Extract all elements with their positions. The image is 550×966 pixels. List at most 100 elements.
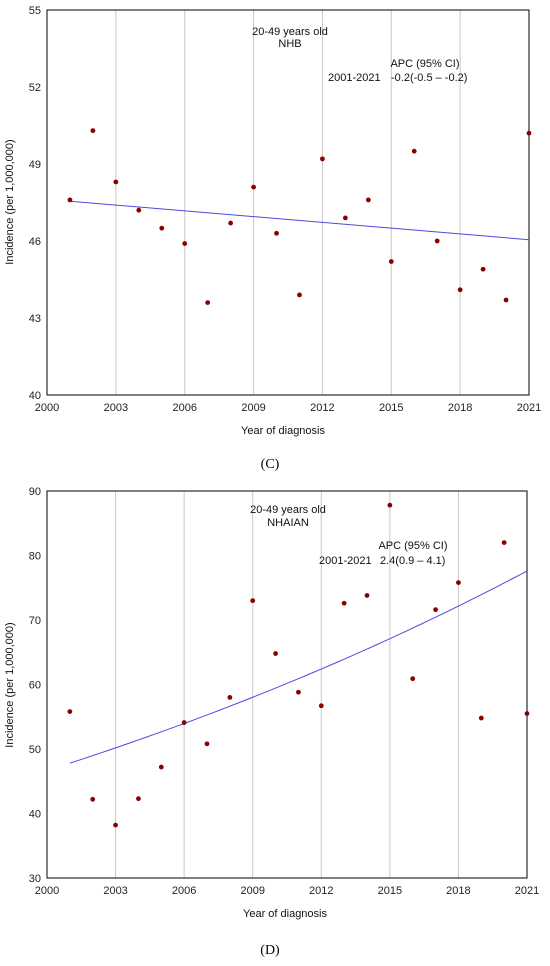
- data-point: [456, 580, 461, 585]
- trend-line: [69, 570, 528, 764]
- data-point: [204, 741, 210, 747]
- apc-period: 2001-2021: [328, 72, 381, 84]
- apc-value: 2.4(0.9 – 4.1): [380, 555, 445, 567]
- y-tick-label: 40: [29, 809, 41, 821]
- data-point: [227, 695, 233, 700]
- grid-lines: [115, 10, 461, 395]
- data-points: [67, 502, 530, 828]
- y-tick-label: 60: [29, 680, 41, 692]
- y-tick-label: 55: [29, 5, 41, 17]
- x-tick-label: 2018: [446, 885, 470, 897]
- x-tick-label: 2006: [172, 402, 196, 414]
- y-tick-label: 40: [29, 390, 41, 402]
- annotation-age-group: 20-49 years old: [250, 504, 326, 516]
- plot-frame: [46, 9, 530, 396]
- x-tick-label: 2009: [241, 402, 265, 414]
- data-point: [501, 540, 507, 545]
- x-tick-label: 2012: [310, 402, 334, 414]
- data-point: [136, 796, 141, 802]
- data-point: [90, 128, 96, 134]
- data-point: [434, 238, 440, 244]
- data-point: [113, 179, 119, 185]
- y-tick-label: 30: [29, 873, 41, 885]
- data-point: [433, 607, 438, 613]
- data-point: [503, 297, 509, 303]
- grid-lines: [115, 491, 459, 878]
- x-tick-label: 2015: [378, 885, 402, 897]
- data-point: [205, 300, 211, 305]
- annotation-age-group: 20-49 years old: [252, 26, 328, 38]
- data-point: [228, 220, 234, 226]
- data-point: [387, 502, 393, 508]
- data-point: [318, 703, 324, 709]
- data-point: [182, 241, 188, 246]
- data-point: [341, 600, 347, 606]
- y-tick-label: 50: [29, 744, 41, 756]
- data-point: [136, 207, 142, 213]
- data-point: [250, 598, 256, 604]
- y-tick-labels: 40 43 46 49 52 55: [29, 5, 41, 402]
- data-point: [526, 130, 532, 136]
- data-point: [388, 259, 394, 264]
- apc-header: APC (95% CI): [378, 540, 447, 552]
- data-point: [67, 709, 73, 714]
- y-axis-label: Incidence (per 1,000,000): [4, 622, 16, 747]
- annotation-group: NHB: [278, 38, 301, 50]
- x-tick-label: 2003: [104, 402, 128, 414]
- apc-header: APC (95% CI): [390, 58, 459, 70]
- x-tick-label: 2006: [172, 885, 196, 897]
- data-points: [67, 128, 532, 305]
- y-tick-label: 43: [29, 313, 41, 325]
- x-tick-label: 2012: [309, 885, 333, 897]
- panel-label: (D): [260, 943, 280, 958]
- data-point: [273, 651, 278, 656]
- y-tick-label: 49: [29, 159, 41, 171]
- x-tick-labels: 2000 2003 2006 2009 2012 2015 2018 2021: [35, 885, 539, 897]
- data-point: [320, 156, 325, 162]
- y-tick-label: 80: [29, 551, 41, 563]
- y-axis-label: Incidence (per 1,000,000): [4, 139, 16, 264]
- y-tick-label: 90: [29, 486, 41, 498]
- x-axis-label: Year of diagnosis: [243, 908, 327, 920]
- data-point: [67, 197, 73, 203]
- data-point: [296, 689, 301, 695]
- panel-label: (C): [261, 457, 280, 472]
- data-point: [159, 225, 165, 231]
- data-point: [274, 230, 279, 236]
- data-point: [365, 197, 371, 203]
- annotation-group: NHAIAN: [267, 517, 309, 529]
- y-tick-label: 46: [29, 236, 41, 248]
- data-point: [457, 287, 463, 293]
- data-point: [90, 796, 96, 802]
- x-tick-label: 2021: [515, 885, 539, 897]
- apc-period: 2001-2021: [319, 555, 372, 567]
- data-point: [297, 292, 302, 298]
- x-axis-label: Year of diagnosis: [241, 425, 325, 437]
- x-tick-label: 2000: [35, 885, 59, 897]
- data-point: [342, 215, 348, 221]
- data-point: [113, 822, 118, 828]
- y-tick-labels: 30 40 50 60 70 80 90: [29, 486, 41, 885]
- x-tick-label: 2003: [103, 885, 127, 897]
- plot-frame: [46, 490, 528, 879]
- data-point: [411, 148, 417, 154]
- data-point: [181, 720, 187, 725]
- data-point: [478, 715, 484, 721]
- x-tick-label: 2000: [35, 402, 59, 414]
- data-point: [524, 711, 530, 716]
- x-tick-labels: 2000 2003 2006 2009 2012 2015 2018 2021: [35, 402, 541, 414]
- data-point: [158, 764, 164, 770]
- data-point: [251, 184, 256, 190]
- x-tick-label: 2009: [240, 885, 264, 897]
- y-tick-label: 52: [29, 82, 41, 94]
- data-point: [410, 676, 416, 682]
- apc-value: -0.2(-0.5 – -0.2): [391, 72, 467, 84]
- chart-panel-c: 40 43 46 49 52 55 2000 2003 2006 2009 2012 2015 201…: [4, 5, 541, 472]
- trend-line: [69, 200, 530, 241]
- data-point: [364, 593, 370, 598]
- x-tick-label: 2015: [379, 402, 403, 414]
- y-tick-label: 70: [29, 615, 41, 627]
- data-point: [480, 266, 486, 272]
